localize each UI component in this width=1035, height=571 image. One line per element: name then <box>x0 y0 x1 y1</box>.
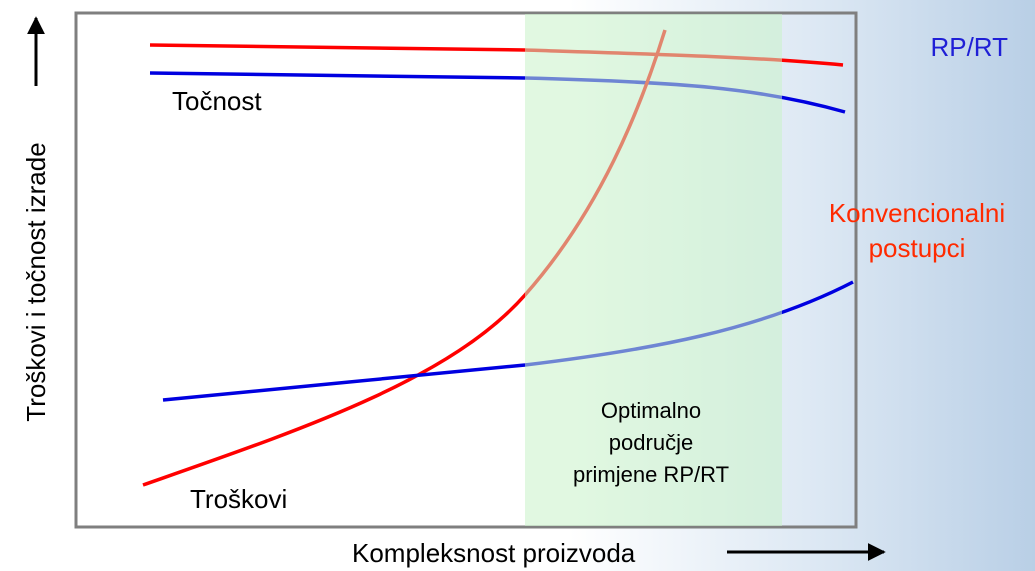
region-label: Optimalno <box>601 398 701 423</box>
accuracy-label: Točnost <box>172 86 262 116</box>
region-label: područje <box>609 430 693 455</box>
region-label: primjene RP/RT <box>573 462 729 487</box>
optimal-region <box>525 14 782 526</box>
conventional-label: postupci <box>869 233 966 263</box>
cost-label: Troškovi <box>190 484 287 514</box>
x-axis-label: Kompleksnost proizvoda <box>352 538 636 568</box>
plot-frame <box>74 11 858 529</box>
y-axis-label: Troškovi i točnost izrade <box>21 142 51 421</box>
rp-rt-label: RP/RT <box>930 32 1008 62</box>
conventional-label: Konvencionalni <box>829 198 1005 228</box>
